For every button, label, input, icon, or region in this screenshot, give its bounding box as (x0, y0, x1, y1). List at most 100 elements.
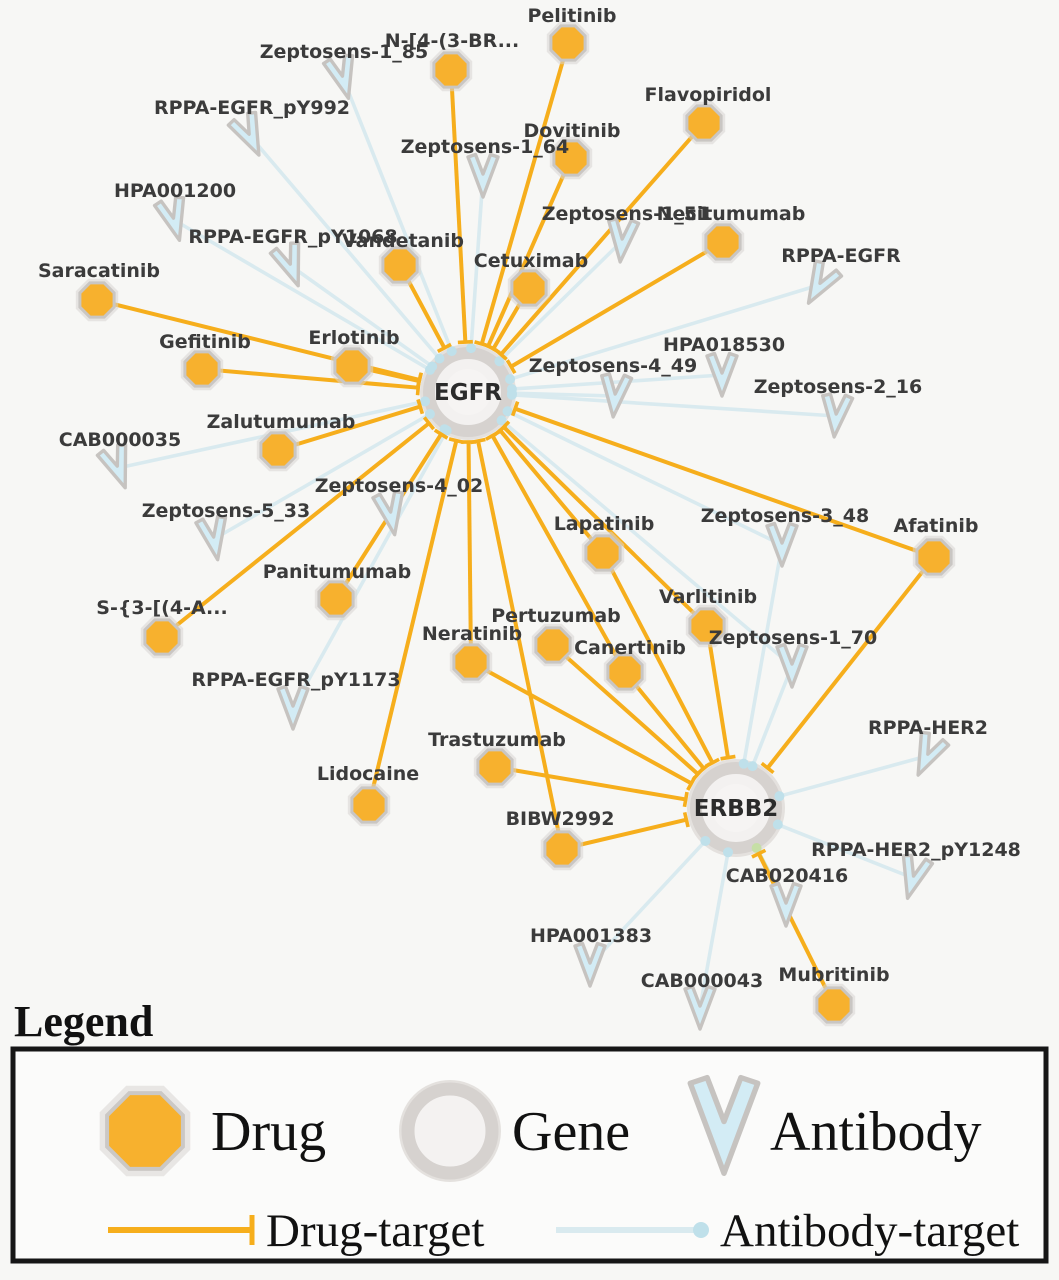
antibody-edge-dot (747, 761, 758, 772)
drug-node-bibw2992[interactable] (540, 827, 584, 871)
drug-node-flavopiridol[interactable] (682, 101, 726, 145)
antibody-edge-dot (502, 406, 513, 417)
antibody-edge-dot (441, 425, 452, 436)
antibody-target-edge (506, 409, 783, 547)
drug-label-saracatinib: Saracatinib (38, 260, 160, 282)
antibody-node-rppa-her2-py1248[interactable] (893, 853, 935, 902)
drug-edge-tbar (448, 437, 465, 445)
drug-label-erlotinib: Erlotinib (308, 327, 399, 349)
antibody-edge-dot (424, 409, 435, 420)
drug-node-pelitinib[interactable] (546, 21, 590, 65)
antibody-node-rppa-egfr-py1068[interactable] (268, 241, 313, 291)
drug-edge-tbar (720, 754, 736, 761)
drug-edge-tbar (510, 401, 520, 417)
antibody-node-zeptosens-3-48[interactable] (765, 521, 799, 568)
antibody-target-edge (511, 373, 723, 391)
antibody-target-edge (698, 851, 730, 1009)
antibody-node-zeptosens-1-85[interactable] (321, 53, 363, 102)
antibody-target-edge (509, 283, 820, 381)
gene-label-erbb2: ERBB2 (694, 796, 779, 822)
antibody-node-rppa-her2[interactable] (905, 730, 951, 781)
antibody-target-edge (213, 412, 431, 541)
antibody-label-zeptosens-5-33: Zeptosens-5_33 (142, 500, 310, 522)
antibody-node-zeptosens-4-02[interactable] (371, 489, 409, 537)
drug-label-s-3-4-a: S-{3-[(4-A... (96, 597, 227, 619)
antibody-target-edge (248, 134, 441, 360)
antibody-label-hpa018530: HPA018530 (663, 334, 785, 356)
drug-label-pertuzumab: Pertuzumab (491, 605, 621, 627)
antibody-node-zeptosens-1-51[interactable] (605, 217, 641, 264)
drug-node-mubritinib[interactable] (812, 983, 856, 1027)
drug-label-necitumumab: Necitumumab (657, 203, 806, 225)
gene-node-egfr[interactable] (420, 344, 516, 440)
antibody-target-edge (341, 77, 454, 352)
drug-target-edge (470, 660, 693, 786)
antibody-edge-dot (446, 346, 457, 357)
antibody-target-edge (511, 391, 616, 398)
drug-label-bibw2992: BIBW2992 (506, 808, 615, 830)
gene-node-erbb2[interactable] (687, 759, 785, 857)
antibody-node-hpa018530[interactable] (705, 351, 739, 398)
drug-target-legend-icon (108, 1215, 255, 1245)
drug-node-necitumumab[interactable] (701, 220, 745, 264)
antibody-edge-dot (772, 819, 783, 830)
drug-label-neratinib: Neratinib (422, 623, 522, 645)
drug-target-edge (479, 42, 570, 345)
antibody-edge-dot (774, 791, 785, 802)
drug-node-trastuzumab[interactable] (473, 745, 517, 789)
drug-edge-tbar (470, 437, 486, 445)
drug-target-edge (449, 69, 468, 343)
drug-node-zalutumumab[interactable] (256, 428, 300, 472)
antibody-node-zeptosens-4-49[interactable] (598, 372, 634, 419)
antibody-node-cab000035[interactable] (95, 443, 140, 493)
drug-node-neratinib[interactable] (449, 640, 493, 684)
drug-node-lapatinib[interactable] (581, 531, 625, 575)
drug-target-edge (705, 625, 730, 758)
drug-node-afatinib[interactable] (912, 535, 956, 579)
antibody-label-zeptosens-2-16: Zeptosens-2_16 (754, 376, 922, 398)
drug-node-varlitinib[interactable] (685, 604, 729, 648)
drug-node-n-4-3-br[interactable] (429, 48, 473, 92)
antibody-target-edge (750, 665, 794, 767)
antibody-node-rppa-egfr[interactable] (796, 259, 844, 311)
drug-node-erlotinib[interactable] (330, 344, 374, 388)
antibody-node-zeptosens-2-16[interactable] (819, 392, 855, 439)
drug-node-vandetanib[interactable] (378, 243, 422, 287)
drug-target-edges (96, 42, 936, 1006)
antibody-node-zeptosens-1-70[interactable] (775, 642, 809, 689)
antibody-edge-dot (700, 835, 711, 846)
drug-node-dovitinib[interactable] (549, 136, 593, 180)
antibody-target-edge (500, 419, 794, 668)
drug-edge-tbar (682, 811, 690, 828)
drug-label-cetuximab: Cetuximab (474, 250, 588, 272)
antibody-edge-dot (738, 758, 749, 769)
drug-node-pertuzumab[interactable] (531, 623, 575, 667)
antibody-node-cab000043[interactable] (683, 984, 717, 1031)
antibody-target-edge (777, 822, 914, 880)
antibody-node-cab020416[interactable] (769, 881, 803, 928)
drug-node-s-3-4-a[interactable] (140, 615, 184, 659)
antibody-label-zeptosens-1-51: Zeptosens-1_51 (542, 203, 710, 225)
antibody-node-rppa-egfr-py1173[interactable] (276, 684, 310, 731)
drug-node-gefitinib[interactable] (180, 347, 224, 391)
drug-node-saracatinib[interactable] (75, 278, 119, 322)
antibody-node-hpa001200[interactable] (152, 195, 194, 244)
drug-target-edge (514, 406, 935, 559)
drug-target-legend-label: Drug-target (266, 1205, 484, 1257)
antibody-node-rppa-egfr-py992[interactable] (226, 110, 272, 161)
drug-label-lidocaine: Lidocaine (317, 763, 419, 785)
drug-target-edge (486, 157, 573, 348)
drug-target-edge (510, 240, 725, 369)
drug-edge-tbar (415, 373, 423, 389)
antibody-node-hpa001383[interactable] (573, 941, 607, 988)
antibody-node-zeptosens-5-33[interactable] (194, 514, 232, 562)
drug-node-lidocaine[interactable] (347, 783, 391, 827)
antibody-edge-dot (506, 389, 517, 400)
antibody-target-edge (289, 264, 434, 368)
drug-label-afatinib: Afatinib (893, 515, 978, 537)
drug-node-cetuximab[interactable] (507, 266, 551, 310)
drug-node-canertinib[interactable] (603, 650, 647, 694)
antibody-node-zeptosens-1-64[interactable] (466, 152, 500, 199)
drug-target-edge (499, 121, 706, 356)
drug-node-panitumumab[interactable] (314, 577, 358, 621)
